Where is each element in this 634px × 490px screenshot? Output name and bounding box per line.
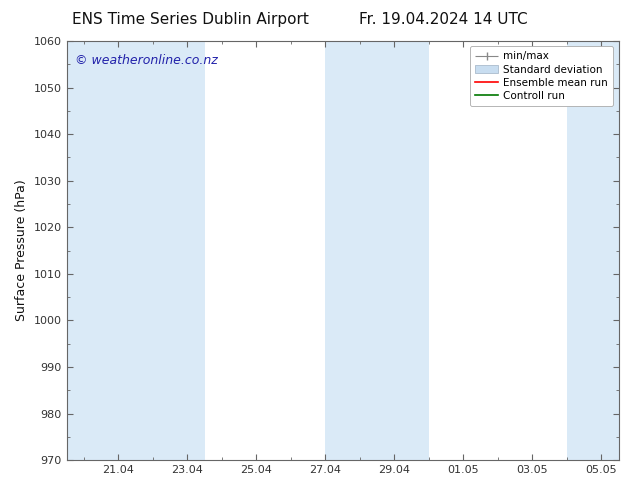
Text: ENS Time Series Dublin Airport: ENS Time Series Dublin Airport: [72, 12, 309, 27]
Bar: [567, 41, 619, 460]
Y-axis label: Surface Pressure (hPa): Surface Pressure (hPa): [15, 180, 28, 321]
Legend: min/max, Standard deviation, Ensemble mean run, Controll run: min/max, Standard deviation, Ensemble me…: [470, 46, 613, 106]
Text: © weatheronline.co.nz: © weatheronline.co.nz: [75, 53, 217, 67]
Bar: [359, 41, 429, 460]
Bar: [325, 41, 359, 460]
Bar: [136, 41, 205, 460]
Text: Fr. 19.04.2024 14 UTC: Fr. 19.04.2024 14 UTC: [359, 12, 528, 27]
Bar: [67, 41, 136, 460]
